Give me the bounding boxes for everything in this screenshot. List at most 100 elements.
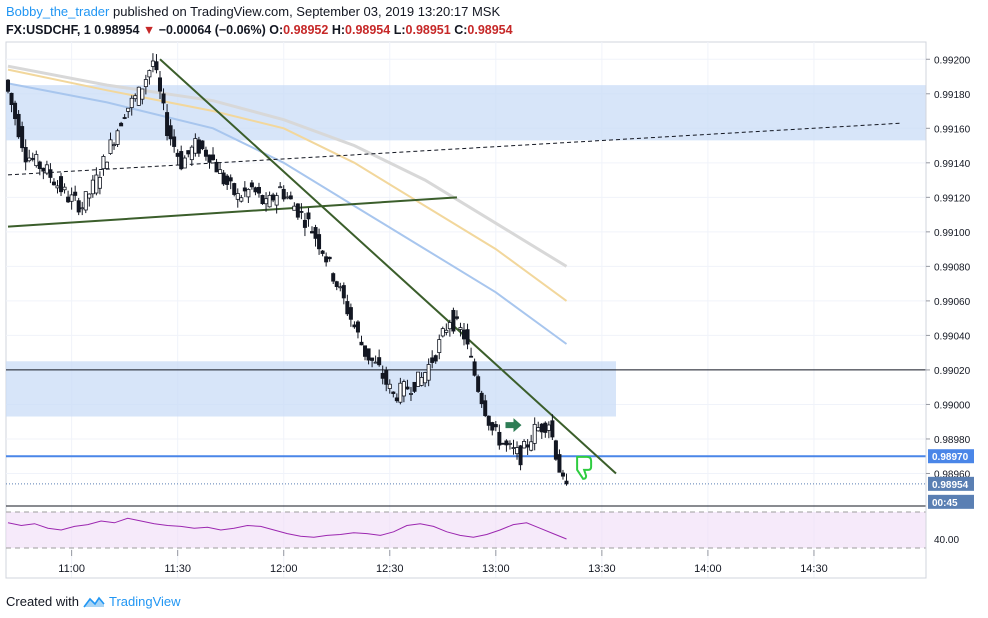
supply-demand-zones bbox=[6, 85, 926, 417]
candle-down bbox=[271, 194, 276, 201]
candle-down bbox=[331, 273, 336, 282]
dashed-trend-line[interactable] bbox=[7, 122, 903, 176]
candle-down bbox=[430, 357, 435, 363]
time-axis: 11:00 11:30 12:00 12:30 13:00 13:30 14:00 14:30 bbox=[6, 550, 926, 579]
author-link[interactable]: Bobby_the_trader bbox=[6, 4, 110, 19]
candle-up bbox=[522, 441, 527, 449]
candle-up bbox=[338, 286, 343, 289]
price-change: −0.00064 (−0.06%) bbox=[158, 23, 266, 37]
candle-up bbox=[27, 157, 32, 162]
candle-up bbox=[147, 70, 152, 78]
candle-down bbox=[553, 440, 558, 460]
candle-up bbox=[101, 156, 106, 170]
candle-down bbox=[355, 321, 360, 333]
markers bbox=[505, 418, 593, 480]
candle-up bbox=[239, 197, 244, 202]
candle-down bbox=[493, 424, 498, 428]
candle-down bbox=[221, 172, 226, 185]
price-axis: 0.99200 0.99180 0.99160 0.99140 0.99120 0.991… bbox=[925, 42, 974, 578]
candle-down bbox=[560, 472, 565, 477]
candle-down bbox=[359, 341, 364, 346]
candle-up bbox=[246, 188, 251, 198]
candle-up bbox=[423, 372, 428, 384]
low-label: L: bbox=[393, 23, 406, 37]
y-tick-label: 0.99120 bbox=[934, 193, 971, 204]
last-price: 0.98954 bbox=[94, 23, 140, 37]
price-badge-label: 0.98954 bbox=[932, 480, 969, 491]
sma-mid-line bbox=[7, 68, 568, 302]
tradingview-brand[interactable]: TradingView bbox=[108, 594, 181, 609]
rsi-pane bbox=[6, 511, 926, 549]
candle-down bbox=[73, 191, 78, 196]
candle-down bbox=[228, 177, 233, 182]
x-tick-label: 11:30 bbox=[164, 563, 191, 575]
candle-up bbox=[444, 329, 449, 333]
candle-down bbox=[66, 196, 71, 203]
trend-down-line[interactable] bbox=[159, 58, 617, 475]
x-tick-label: 14:00 bbox=[694, 563, 722, 575]
ohlc-header: FX:USDCHF, 1 0.98954 ▼ −0.00064 (−0.06%)… bbox=[6, 23, 513, 37]
candle-down bbox=[168, 125, 173, 140]
candle-down bbox=[41, 167, 46, 172]
candle-up bbox=[104, 161, 109, 169]
y-tick-label: 0.99100 bbox=[934, 228, 971, 239]
arrow-right-icon[interactable] bbox=[505, 418, 522, 433]
y-tick-label: 0.99000 bbox=[934, 400, 971, 411]
candle-up bbox=[447, 322, 452, 330]
candle-down bbox=[295, 203, 300, 218]
candle-down bbox=[23, 147, 28, 163]
candle-down bbox=[59, 176, 64, 193]
candle-down bbox=[260, 195, 265, 205]
candle-down bbox=[242, 187, 247, 192]
x-tick-label: 12:30 bbox=[376, 563, 404, 575]
price-chart[interactable]: 0.99200 0.99180 0.99160 0.99140 0.99120 0.991… bbox=[0, 0, 988, 580]
candle-up bbox=[274, 195, 279, 206]
candle-up bbox=[515, 447, 520, 455]
publish-header: Bobby_the_trader published on TradingVie… bbox=[6, 4, 500, 19]
candle-up bbox=[292, 205, 297, 211]
candle-up bbox=[532, 423, 537, 444]
candle-up bbox=[398, 382, 403, 403]
candle-down bbox=[20, 126, 25, 149]
candle-down bbox=[157, 77, 162, 92]
candle-up bbox=[44, 164, 49, 174]
candle-down bbox=[490, 422, 495, 431]
candle-down bbox=[564, 480, 569, 485]
candle-down bbox=[214, 161, 219, 173]
trend-up-line[interactable] bbox=[7, 196, 457, 228]
candle-up bbox=[264, 198, 269, 205]
candle-down bbox=[51, 181, 56, 186]
candle-down bbox=[472, 361, 477, 376]
candle-down bbox=[500, 442, 505, 445]
y-tick-label: 0.99040 bbox=[934, 331, 971, 342]
candle-up bbox=[408, 393, 413, 395]
price-badge bbox=[928, 494, 974, 509]
candle-up bbox=[511, 447, 516, 449]
down-arrow-icon: ▼ bbox=[142, 23, 156, 37]
candle-down bbox=[550, 420, 555, 438]
candle-down bbox=[30, 158, 35, 160]
thumbs-down-icon[interactable] bbox=[576, 455, 593, 480]
candle-down bbox=[525, 444, 530, 448]
candle-down bbox=[363, 345, 368, 357]
candle-down bbox=[306, 212, 311, 220]
zone-rect[interactable] bbox=[6, 85, 926, 141]
candle-down bbox=[539, 423, 544, 433]
symbol-label[interactable]: FX:USDCHF, 1 bbox=[6, 23, 91, 37]
candle-up bbox=[426, 364, 431, 381]
price-badge-label: 0.98970 bbox=[932, 452, 969, 463]
candle-up bbox=[55, 185, 60, 189]
candle-down bbox=[256, 186, 261, 194]
zone-rect[interactable] bbox=[6, 361, 616, 417]
close-value: 0.98954 bbox=[467, 23, 513, 37]
candle-up bbox=[97, 177, 102, 189]
candle-up bbox=[267, 194, 272, 208]
candle-down bbox=[454, 316, 459, 319]
candle-down bbox=[348, 307, 353, 320]
candle-down bbox=[476, 376, 481, 392]
candle-down bbox=[557, 454, 562, 473]
candle-down bbox=[281, 188, 286, 200]
candle-down bbox=[352, 324, 357, 328]
candle-up bbox=[90, 179, 95, 195]
candle-up bbox=[458, 327, 463, 330]
